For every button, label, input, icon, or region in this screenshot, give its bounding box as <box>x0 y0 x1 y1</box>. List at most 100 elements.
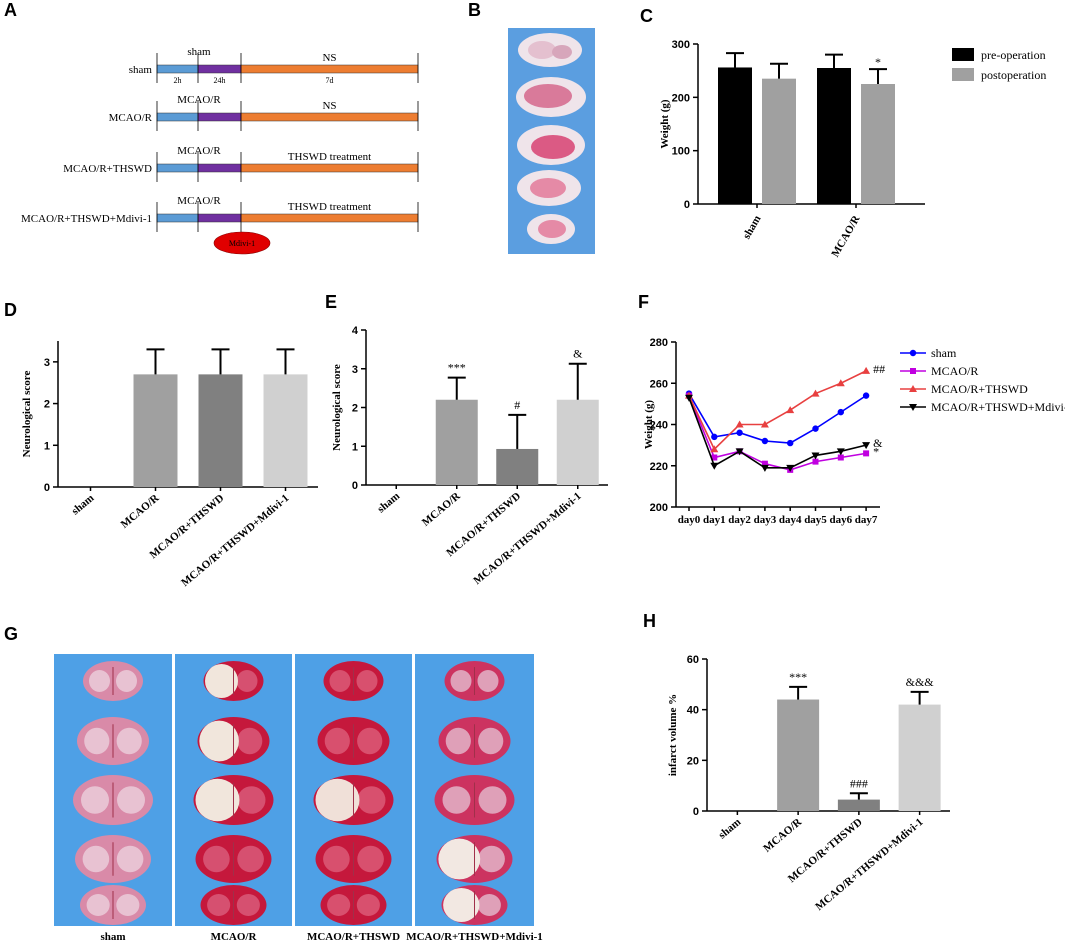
data-point <box>711 454 718 461</box>
y-tick-label: 200 <box>672 92 690 104</box>
data-point <box>811 452 820 460</box>
y-tick-label: 1 <box>44 440 50 452</box>
brain-slice-region <box>357 845 384 873</box>
data-point <box>862 442 871 450</box>
infarct-region <box>438 838 481 880</box>
data-point <box>837 408 844 416</box>
timeline-panel: sham sham NS 2h 24h 7d MCAO/R MCAO/R NS MCAO/R+TH… <box>21 46 419 255</box>
y-tick-label: 260 <box>650 378 668 390</box>
bar <box>263 374 308 487</box>
timeline-segment-operation <box>156 213 199 223</box>
y-tick-label: 100 <box>672 146 690 158</box>
panel-label-b: B <box>468 0 481 20</box>
timeline-segment-reperfusion <box>197 163 242 173</box>
x-tick-label: day7 <box>855 514 878 526</box>
brain-slice-region <box>357 786 386 814</box>
x-tick-label: MCAO/R <box>761 815 805 854</box>
timeline-segment-treatment <box>240 163 419 173</box>
timeline-treatment-label: NS <box>322 100 336 112</box>
x-tick-label: MCAO/R <box>119 491 163 530</box>
y-tick-label: 280 <box>650 337 668 349</box>
slice-b2 <box>516 77 586 117</box>
timeline-segment-reperfusion <box>197 112 242 122</box>
brain-slice-region <box>329 670 351 692</box>
series-line <box>688 397 867 469</box>
brain-slice-region <box>116 894 140 916</box>
data-point <box>812 425 819 432</box>
bar <box>817 68 851 204</box>
significance-label: # <box>514 398 520 412</box>
data-point <box>735 448 744 456</box>
brain-slice-region <box>450 670 472 692</box>
slice-b3 <box>517 125 585 165</box>
brain-slice-region <box>236 670 258 692</box>
y-tick-label: 40 <box>687 705 699 717</box>
timeline-phase-label: sham <box>187 46 211 58</box>
data-point <box>836 379 845 387</box>
significance-label: * <box>873 444 879 458</box>
timeline-segment-operation <box>156 112 199 122</box>
infarct-region <box>195 778 240 822</box>
brain-slice-region <box>116 845 144 873</box>
infarct-region <box>443 888 480 922</box>
data-point <box>735 420 744 428</box>
data-point <box>786 406 795 414</box>
brain-slice-region <box>86 894 110 916</box>
x-tick-label: day6 <box>829 514 852 526</box>
y-tick-label: 220 <box>650 461 668 473</box>
panel-label-a: A <box>4 0 17 20</box>
bar <box>198 374 243 487</box>
data-point <box>862 366 871 374</box>
infarct-region <box>205 664 238 698</box>
panel-label-c: C <box>640 6 653 26</box>
bar <box>556 399 599 485</box>
chart-h-infarct-volume: 0 20 40 60 infarct volume % sham *** MCAO/R ### M… <box>667 654 950 913</box>
significance-label: & <box>573 347 583 361</box>
significance-label: &&& <box>906 675 935 689</box>
x-tick-label: sham <box>375 490 402 515</box>
timeline-phase-label: MCAO/R <box>177 94 221 106</box>
bar <box>762 78 796 204</box>
panel-label-d: D <box>4 300 17 320</box>
data-point <box>910 368 916 374</box>
x-tick-label: day2 <box>728 514 751 526</box>
chart-e-neuro-score: 0 1 2 3 4 Neurological score sham *** MCAO/R # MCA… <box>331 325 608 587</box>
legend-label: MCAO/R+THSWD+Mdivi-1 <box>931 400 1065 414</box>
brain-slice-region <box>207 894 231 916</box>
slice-b1 <box>518 33 582 67</box>
y-tick-label: 0 <box>693 806 699 818</box>
bar <box>496 448 539 485</box>
significance-label: *** <box>789 670 807 684</box>
bar <box>435 399 478 485</box>
data-point <box>761 437 769 445</box>
bar <box>718 67 752 204</box>
brain-slice-region <box>327 894 351 916</box>
timeline-row-label: sham <box>129 64 153 76</box>
brain-slice-region <box>116 670 137 692</box>
panel-label-f: F <box>638 292 649 312</box>
timeline-treatment-label: THSWD treatment <box>288 151 371 163</box>
brain-slice-region <box>357 727 383 755</box>
significance-label: *** <box>448 361 466 375</box>
timeline-segment-operation <box>156 163 199 173</box>
data-point <box>909 349 917 357</box>
data-point <box>836 448 845 456</box>
data-point <box>909 385 917 392</box>
timeline-segment-reperfusion <box>197 213 242 223</box>
y-axis-label: infarct volume % <box>667 694 679 776</box>
bar <box>133 374 178 487</box>
brain-slice-region <box>203 845 230 873</box>
panel-label-h: H <box>643 611 656 631</box>
brain-slice-region <box>81 786 109 814</box>
y-tick-label: 20 <box>687 755 699 767</box>
brain-slice-region <box>237 845 264 873</box>
data-point <box>862 392 870 399</box>
timeline-duration-label: 7d <box>326 76 334 85</box>
data-point <box>760 464 769 472</box>
data-point <box>909 404 917 411</box>
timeline-treatment-label: THSWD treatment <box>288 201 371 213</box>
legend-label: pre-operation <box>981 48 1046 62</box>
bar <box>777 699 820 811</box>
data-point <box>685 394 693 402</box>
x-tick-label: day5 <box>804 514 827 526</box>
